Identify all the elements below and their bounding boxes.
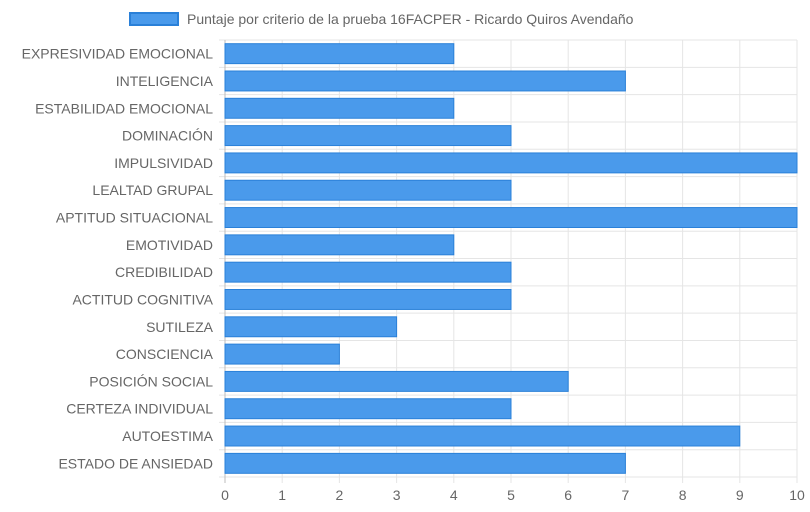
category-label: SUTILEZA <box>146 319 214 335</box>
category-label: EMOTIVIDAD <box>126 237 213 253</box>
bar[interactable] <box>224 125 512 147</box>
category-label: LEALTAD GRUPAL <box>92 182 213 198</box>
x-tick-label: 3 <box>393 487 401 503</box>
bar[interactable] <box>224 70 626 92</box>
bar[interactable] <box>224 288 512 310</box>
bar[interactable] <box>224 207 798 229</box>
x-tick-label: 5 <box>507 487 515 503</box>
bar[interactable] <box>224 452 626 474</box>
category-label: EXPRESIVIDAD EMOCIONAL <box>22 46 214 62</box>
x-tick-label: 8 <box>679 487 687 503</box>
category-label: AUTOESTIMA <box>122 428 213 444</box>
category-labels: EXPRESIVIDAD EMOCIONAL INTELIGENCIA ESTABI… <box>22 46 214 472</box>
legend-label: Puntaje por criterio de la prueba 16FACP… <box>187 11 634 27</box>
category-label: IMPULSIVIDAD <box>114 155 213 171</box>
x-tick-label: 10 <box>789 487 805 503</box>
bar[interactable] <box>224 370 569 392</box>
bar[interactable] <box>224 343 340 365</box>
category-label: CREDIBILIDAD <box>115 264 213 280</box>
legend-swatch <box>129 12 179 26</box>
bar[interactable] <box>224 179 512 201</box>
x-tick-label: 7 <box>622 487 630 503</box>
category-label: POSICIÓN SOCIAL <box>89 373 213 389</box>
x-tick-label: 4 <box>450 487 458 503</box>
bar[interactable] <box>224 398 512 420</box>
category-label: ESTABILIDAD EMOCIONAL <box>35 100 213 116</box>
category-label: ESTADO DE ANSIEDAD <box>58 455 213 471</box>
x-tick-label: 9 <box>736 487 744 503</box>
bar[interactable] <box>224 43 455 65</box>
bar[interactable] <box>224 152 798 174</box>
bar[interactable] <box>224 261 512 283</box>
category-label: DOMINACIÓN <box>122 128 213 144</box>
bars <box>224 43 798 474</box>
x-tick-label: 1 <box>278 487 286 503</box>
category-label: CERTEZA INDIVIDUAL <box>66 401 213 417</box>
bar[interactable] <box>224 425 741 447</box>
bar[interactable] <box>224 316 398 338</box>
x-tick-label: 0 <box>221 487 229 503</box>
x-tick-label: 6 <box>564 487 572 503</box>
bar[interactable] <box>224 234 455 256</box>
bar[interactable] <box>224 97 455 119</box>
x-tick-labels: 0 1 2 3 4 5 6 7 8 9 10 <box>221 487 805 503</box>
category-label: ACTITUD COGNITIVA <box>72 291 213 307</box>
category-label: CONSCIENCIA <box>116 346 214 362</box>
x-tick-label: 2 <box>336 487 344 503</box>
category-label: INTELIGENCIA <box>116 73 214 89</box>
category-label: APTITUD SITUACIONAL <box>56 210 213 226</box>
chart-legend[interactable]: Puntaje por criterio de la prueba 16FACP… <box>129 8 633 30</box>
